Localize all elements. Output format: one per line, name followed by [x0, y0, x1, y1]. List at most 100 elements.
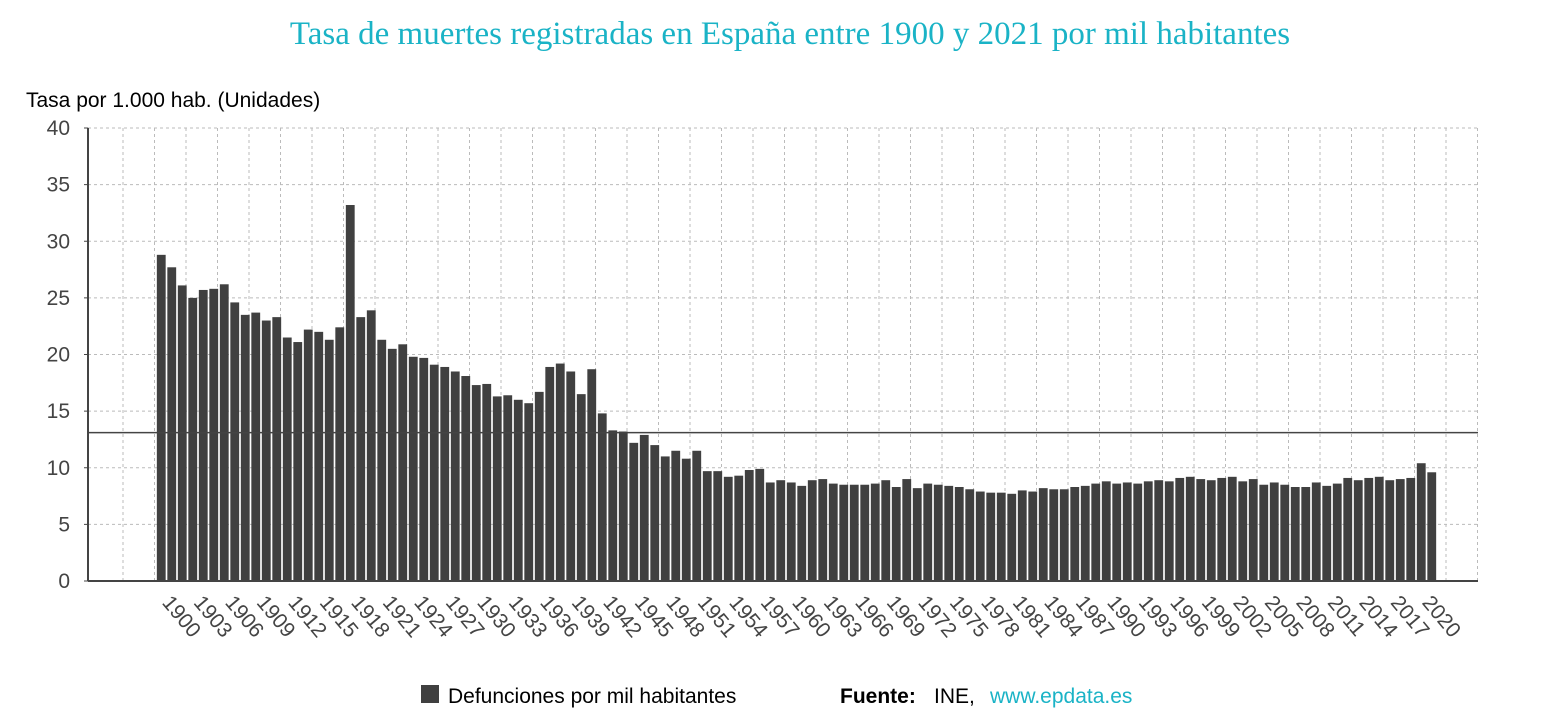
bar — [261, 320, 271, 581]
bar — [377, 339, 387, 581]
bar — [240, 314, 250, 581]
bar — [839, 484, 849, 581]
bar — [419, 357, 429, 581]
bar — [156, 254, 166, 581]
bar — [1017, 490, 1027, 581]
bar — [944, 485, 954, 581]
bar — [849, 484, 859, 581]
bar — [209, 288, 219, 581]
bar — [576, 394, 586, 581]
y-tick-label: 40 — [47, 117, 70, 140]
bar — [1238, 481, 1248, 581]
bar — [1290, 487, 1300, 581]
legend-swatch — [421, 685, 439, 703]
bar — [282, 337, 292, 581]
bar — [198, 289, 208, 581]
bar — [1374, 476, 1384, 581]
bar — [450, 371, 460, 581]
bar — [461, 376, 471, 581]
bar — [755, 468, 765, 581]
bar — [629, 442, 639, 581]
bar — [1206, 480, 1216, 581]
bar — [1248, 479, 1258, 581]
bar — [545, 366, 555, 581]
y-tick-label: 15 — [47, 400, 70, 423]
bar — [230, 302, 240, 581]
bar — [1080, 485, 1090, 581]
y-tick-label: 30 — [47, 230, 70, 253]
bar — [660, 456, 670, 581]
bar — [1332, 483, 1342, 581]
bar — [828, 483, 838, 581]
bar — [881, 480, 891, 581]
bar — [1091, 483, 1101, 581]
bar — [524, 403, 534, 581]
bar — [1059, 489, 1069, 581]
chart-title: Tasa de muertes registradas en España en… — [290, 16, 1290, 52]
bar — [1154, 480, 1164, 581]
bar — [1164, 481, 1174, 581]
bar — [1185, 476, 1195, 581]
bar — [776, 480, 786, 581]
bar — [912, 488, 922, 581]
bar — [1227, 476, 1237, 581]
bar — [860, 484, 870, 581]
bar — [1343, 477, 1353, 581]
bar — [965, 489, 975, 581]
y-tick-label: 0 — [58, 570, 70, 593]
bar — [1364, 477, 1374, 581]
bar — [387, 348, 397, 581]
bar — [587, 369, 597, 581]
bar — [1217, 477, 1227, 581]
bar — [1385, 480, 1395, 581]
bar — [272, 317, 282, 581]
bar — [1112, 483, 1122, 581]
bar — [681, 458, 691, 581]
bar — [1007, 493, 1017, 581]
bar — [734, 475, 744, 581]
y-tick-label: 5 — [58, 513, 70, 536]
bar — [408, 356, 418, 581]
y-tick-label: 35 — [47, 174, 70, 197]
bar — [671, 450, 681, 581]
bar — [1122, 482, 1132, 581]
bar — [1196, 479, 1206, 581]
bar — [398, 344, 408, 581]
bar — [608, 430, 618, 581]
bar — [1427, 472, 1437, 581]
bar — [1311, 482, 1321, 581]
bar — [167, 267, 177, 581]
bar — [1322, 485, 1332, 581]
bar — [335, 327, 345, 581]
bar — [807, 480, 817, 581]
bar — [723, 476, 733, 581]
bar — [429, 364, 439, 581]
bar — [555, 363, 565, 581]
bar — [1175, 477, 1185, 581]
bar — [251, 312, 261, 581]
legend-label: Defunciones por mil habitantes — [448, 685, 736, 708]
bar — [534, 391, 544, 581]
bar — [293, 342, 303, 581]
bar — [1133, 483, 1143, 581]
source-text: INE, — [934, 685, 975, 708]
bar — [818, 479, 828, 581]
bar — [702, 471, 712, 581]
bar — [692, 450, 702, 581]
y-axis-label: Tasa por 1.000 hab. (Unidades) — [26, 89, 320, 112]
bar — [503, 395, 513, 581]
source-link[interactable]: www.epdata.es — [989, 685, 1132, 708]
bar — [1038, 488, 1048, 581]
y-tick-label: 20 — [47, 344, 70, 367]
y-tick-label: 10 — [47, 457, 70, 480]
bar — [482, 383, 492, 581]
bar — [303, 329, 313, 581]
bar — [1416, 463, 1426, 581]
bar — [1280, 484, 1290, 581]
bar — [513, 399, 523, 581]
bar — [440, 366, 450, 581]
bar — [1301, 487, 1311, 581]
bar — [1049, 489, 1059, 581]
y-tick-label: 25 — [47, 287, 70, 310]
bar — [986, 492, 996, 581]
